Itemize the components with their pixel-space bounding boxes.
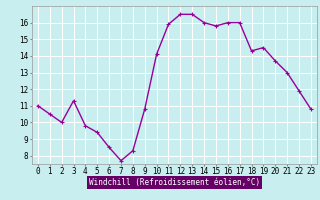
X-axis label: Windchill (Refroidissement éolien,°C): Windchill (Refroidissement éolien,°C) — [89, 178, 260, 187]
